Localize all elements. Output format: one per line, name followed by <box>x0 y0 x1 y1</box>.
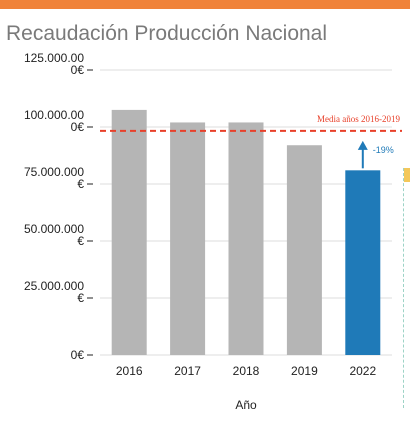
annotation-label: -19% <box>373 145 394 155</box>
y-tick-line: 100.000.00 <box>24 108 84 122</box>
bar-2022 <box>345 170 381 355</box>
bar-2018 <box>228 122 264 355</box>
y-tick-line: 75.000.000 <box>24 165 84 179</box>
x-tick-label-2022: 2022 <box>349 364 376 378</box>
annotation-arrow-head <box>357 140 368 150</box>
bar-2017 <box>170 122 206 355</box>
y-tick-line: 0€ <box>71 120 85 134</box>
y-tick-line: 50.000.000 <box>24 222 84 236</box>
top-accent-bar <box>0 0 410 9</box>
chart-title: Recaudación Producción Nacional <box>6 22 328 45</box>
y-tick-line: € <box>77 177 84 191</box>
x-tick-label-2018: 2018 <box>233 364 260 378</box>
reference-line-label: Media años 2016-2019 <box>317 114 400 124</box>
y-tick-line: 0€ <box>71 348 85 362</box>
y-tick-line: 0€ <box>71 63 85 77</box>
side-decoration-cap <box>404 168 410 182</box>
y-tick-label-5: 0€ <box>71 348 85 362</box>
side-decoration-strip <box>403 168 410 408</box>
y-tick-label-0: 125.000.00 0€ <box>24 51 84 77</box>
x-tick-label-2019: 2019 <box>291 364 318 378</box>
x-tick-label-2017: 2017 <box>174 364 201 378</box>
bar-2016 <box>111 109 147 356</box>
y-tick-label-3: 50.000.000 € <box>24 222 84 248</box>
y-tick-label-4: 25.000.000 € <box>24 279 84 305</box>
y-tick-line: € <box>77 291 84 305</box>
y-tick-line: 25.000.000 <box>24 279 84 293</box>
x-tick-label-2016: 2016 <box>116 364 143 378</box>
y-tick-label-1: 100.000.00 0€ <box>24 108 84 134</box>
x-axis-title: Año <box>235 398 257 412</box>
y-tick-line: 125.000.00 <box>24 51 84 65</box>
y-tick-label-2: 75.000.000 € <box>24 165 84 191</box>
bar-2019 <box>286 145 322 355</box>
y-tick-line: € <box>77 234 84 248</box>
